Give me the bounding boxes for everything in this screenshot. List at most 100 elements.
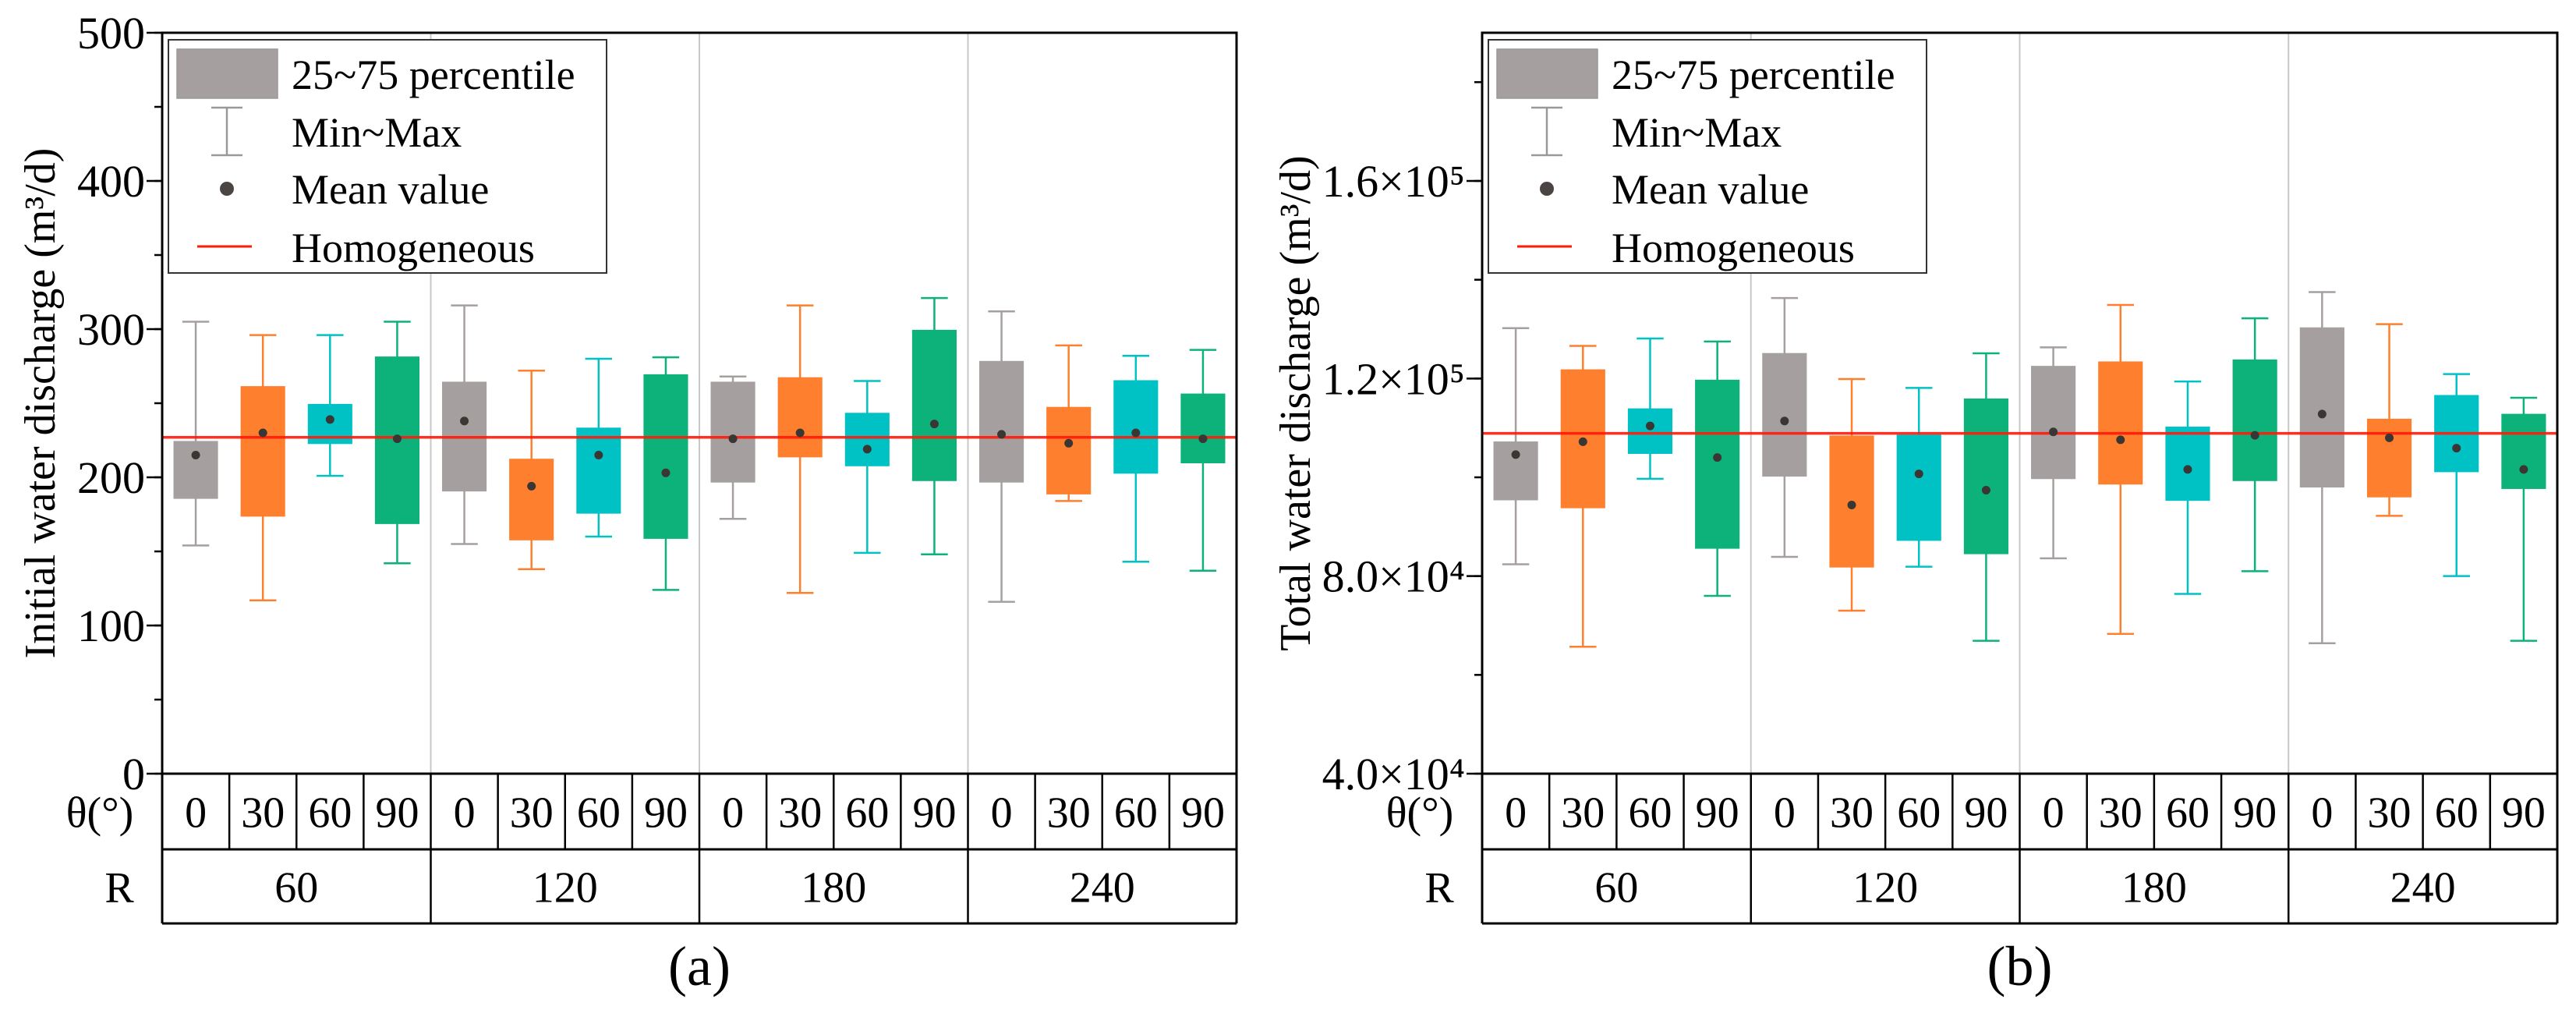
- legend-mean-icon: [1540, 182, 1554, 196]
- mean-dot: [1578, 437, 1587, 446]
- legend-label-line: Homogeneous: [292, 225, 535, 271]
- legend-box-swatch: [1496, 48, 1598, 99]
- R-label: 240: [1070, 864, 1135, 913]
- mean-dot: [929, 420, 939, 429]
- mean-dot: [1198, 434, 1208, 444]
- legend-label-box: 25~75 percentile: [292, 51, 575, 98]
- theta-label: 0: [2311, 789, 2333, 838]
- theta-label: 0: [185, 789, 207, 838]
- box-R60-theta0: [173, 321, 218, 547]
- mean-dot: [1780, 416, 1789, 426]
- theta-label: 90: [1696, 789, 1739, 838]
- box-R240-theta60: [2434, 373, 2479, 577]
- theta-label: 0: [1505, 789, 1527, 838]
- theta-label: 90: [1964, 789, 2008, 838]
- category-table: 0 30 60 90 0 30 60 90 0 30 60 90 0 30 60 90 60 120 180 240 θ…: [66, 774, 1238, 925]
- mean-dot: [527, 481, 536, 491]
- iqr-box: [979, 360, 1024, 483]
- box-R120-theta30: [509, 369, 554, 571]
- mean-dot: [661, 468, 671, 477]
- R-label: 180: [2121, 864, 2187, 913]
- mean-dot: [2385, 433, 2394, 442]
- mean-dot: [1064, 438, 1074, 448]
- legend: 25~75 percentile Min~Max Mean value Homogen…: [1488, 39, 1927, 274]
- theta-row-label: θ(°): [1386, 789, 1454, 838]
- theta-label: 0: [454, 789, 476, 838]
- theta-label: 60: [845, 789, 889, 838]
- mean-dot: [1645, 421, 1654, 431]
- y-tick-label: 0: [122, 749, 145, 799]
- legend-label-whisker: Min~Max: [1612, 109, 1782, 156]
- mean-dot: [1131, 428, 1141, 438]
- box-R60-theta30: [240, 334, 285, 601]
- theta-label: 90: [375, 789, 419, 838]
- y-tick-label: 100: [77, 601, 145, 651]
- theta-label: 0: [2043, 789, 2065, 838]
- mean-dot: [997, 430, 1007, 439]
- box-R180-theta30: [2098, 303, 2143, 636]
- mean-dot: [728, 434, 738, 444]
- mean-dot: [1914, 470, 1923, 479]
- box-R60-theta90: [1695, 340, 1740, 597]
- mean-dot: [460, 416, 469, 426]
- legend-box-swatch: [176, 48, 278, 99]
- box-R120-theta60: [576, 357, 621, 538]
- theta-label: 0: [1774, 789, 1796, 838]
- theta-label: 60: [2435, 789, 2479, 838]
- iqr-box: [2366, 418, 2412, 498]
- box-R60-theta30: [1560, 345, 1605, 648]
- mean-dot: [392, 434, 402, 444]
- iqr-box: [2299, 327, 2344, 488]
- mean-dot: [258, 428, 267, 438]
- box-R180-theta90: [911, 296, 957, 556]
- box-R240-theta0: [979, 310, 1024, 603]
- box-R240-theta90: [1180, 349, 1226, 572]
- legend-label-whisker: Min~Max: [292, 109, 462, 156]
- y-tick-label: 500: [77, 8, 145, 58]
- R-label: 120: [533, 864, 598, 913]
- box-R240-theta0: [2299, 291, 2344, 645]
- category-table: 0 30 60 90 0 30 60 90 0 30 60 90 0 30 60 90 60 120 180 240 θ…: [1386, 774, 2559, 925]
- theta-label: 30: [2099, 789, 2143, 838]
- y-tick-label: 1.6×10⁵: [1322, 156, 1465, 207]
- iqr-box: [173, 441, 218, 499]
- y-tick-label: 300: [77, 304, 145, 355]
- theta-label: 60: [1897, 789, 1941, 838]
- mean-dot: [862, 445, 872, 454]
- mean-dot: [1847, 500, 1856, 509]
- iqr-box: [1180, 393, 1226, 464]
- theta-label: 90: [644, 789, 688, 838]
- iqr-box: [240, 386, 285, 517]
- R-row-label: R: [1424, 864, 1454, 913]
- mean-dot: [2116, 435, 2125, 445]
- theta-label: 60: [2166, 789, 2210, 838]
- box-R180-theta0: [2031, 346, 2076, 560]
- iqr-box: [2232, 359, 2277, 481]
- theta-label: 60: [308, 789, 352, 838]
- panel-caption: (b): [1987, 935, 2053, 998]
- theta-label: 0: [722, 789, 744, 838]
- iqr-box: [911, 329, 957, 481]
- legend-label-box: 25~75 percentile: [1612, 51, 1895, 98]
- box-R180-theta60: [844, 380, 890, 555]
- box-R60-theta0: [1493, 327, 1538, 565]
- iqr-box: [2031, 366, 2076, 480]
- mean-dot: [1511, 450, 1520, 459]
- mean-dot: [2452, 444, 2461, 453]
- R-row-label: R: [104, 864, 134, 913]
- iqr-box: [1695, 379, 1740, 549]
- theta-label: 30: [2368, 789, 2411, 838]
- mean-dot: [1713, 453, 1722, 462]
- box-R240-theta30: [1046, 344, 1092, 502]
- y-tick-label: 200: [77, 452, 145, 503]
- mean-dot: [2519, 465, 2528, 474]
- iqr-box: [509, 459, 554, 540]
- iqr-box: [2501, 413, 2546, 489]
- box-R120-theta30: [1829, 377, 1874, 612]
- box-R60-theta60: [307, 334, 352, 477]
- mean-dot: [594, 451, 603, 459]
- theta-label: 30: [1830, 789, 1874, 838]
- box-R240-theta30: [2366, 323, 2412, 517]
